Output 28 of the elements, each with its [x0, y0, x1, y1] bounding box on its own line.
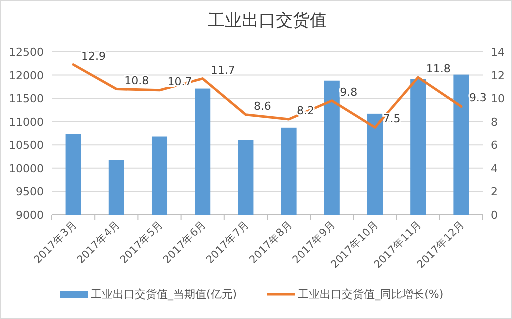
line-series — [72, 64, 463, 129]
y-tick-label: 9000 — [16, 209, 44, 222]
chart-title: 工业出口交货值 — [208, 11, 327, 31]
y-tick-label: 10500 — [9, 139, 44, 152]
data-label: 9.3 — [469, 92, 487, 105]
data-label: 12.9 — [82, 50, 106, 63]
data-label: 11.7 — [210, 64, 236, 77]
data-label: 7.5 — [383, 112, 401, 126]
y2-tick-label: 12 — [491, 69, 505, 82]
legend-label: 工业出口交货值_当期值(亿元) — [91, 288, 238, 301]
data-label: 11.8 — [426, 62, 451, 76]
data-label: 10.8 — [124, 74, 150, 88]
y2-tick-label: 2 — [491, 186, 498, 199]
y-tick-label: 9500 — [16, 186, 44, 199]
y-tick-label: 12000 — [9, 69, 44, 82]
y2-tick-label: 10 — [491, 92, 505, 106]
y2-tick-label: 0 — [491, 209, 498, 222]
data-label: 9.8 — [340, 86, 358, 99]
y-tick-label: 12500 — [9, 46, 44, 59]
y-tick-label: 11000 — [9, 116, 44, 129]
y2-tick-label: 4 — [491, 162, 498, 176]
y2-tick-label: 8 — [491, 116, 498, 129]
y2-tick-label: 14 — [491, 46, 505, 59]
y2-tick-label: 6 — [491, 139, 498, 152]
legend-label: 工业出口交货值_同比增长(%) — [298, 288, 444, 301]
y-tick-label: 11500 — [9, 92, 44, 106]
data-label: 8.6 — [254, 100, 272, 113]
y-tick-label: 10000 — [9, 162, 44, 176]
